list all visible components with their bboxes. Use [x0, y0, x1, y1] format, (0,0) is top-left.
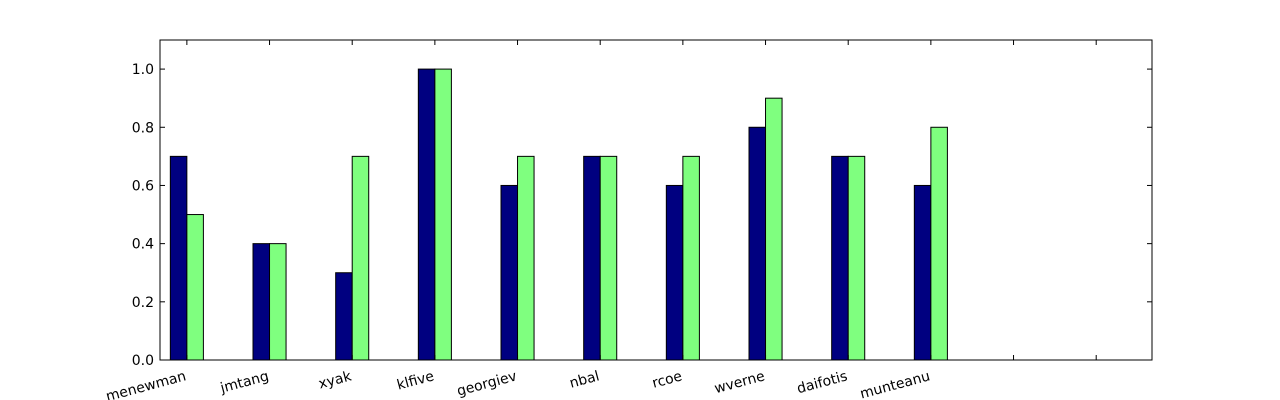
bar-series-2-daifotis: [847, 155, 866, 361]
y-axis-ticks: 0.0 0.2 0.4 0.6 0.8 1.0: [132, 62, 1152, 369]
y-tick-label: 0.8: [132, 120, 154, 136]
y-tick-label: 0.2: [132, 295, 154, 311]
bar-series-2-xyak: [351, 155, 370, 361]
bar-series-1-daifotis: [831, 155, 849, 361]
bar-series-1-klfive: [417, 68, 436, 361]
bar-series-1-nbal: [583, 155, 601, 361]
plot-frame: [159, 39, 1153, 361]
bar-series-2-klfive: [434, 68, 452, 361]
x-tick-label-xyak: xyak: [317, 368, 354, 392]
bar-series-2-jmtang: [269, 243, 287, 361]
bar-series-1-rcoe: [665, 184, 684, 361]
bar-series-1-georgiev: [500, 184, 519, 361]
bar-series-2-wverne: [765, 97, 783, 361]
x-tick-label-menewman: menewman: [104, 368, 188, 400]
x-axis-ticks: [186, 40, 1097, 360]
bars-group: [169, 68, 948, 361]
bar-series-1-munteanu: [913, 184, 932, 361]
y-tick-label: 0.6: [132, 178, 154, 194]
bar-series-1-xyak: [335, 272, 353, 361]
bar-series-2-georgiev: [517, 155, 535, 361]
x-tick-label-nbal: nbal: [568, 368, 601, 391]
x-tick-label-daifotis: daifotis: [795, 368, 849, 397]
x-axis-labels: menewman jmtang xyak klfive georgiev nbal rcoe…: [104, 368, 932, 400]
bar-series-1-jmtang: [252, 243, 271, 361]
x-tick-label-klfive: klfive: [395, 368, 436, 393]
bar-series-2-menewman: [186, 214, 204, 361]
bar-series-2-nbal: [599, 155, 618, 361]
bar-series-1-menewman: [169, 155, 188, 361]
x-tick-label-jmtang: jmtang: [218, 368, 271, 396]
bar-series-2-rcoe: [682, 155, 700, 361]
x-tick-label-rcoe: rcoe: [650, 368, 683, 391]
bar-series-2-munteanu: [930, 126, 948, 361]
bar-series-1-wverne: [748, 126, 767, 361]
y-tick-label: 0.4: [132, 237, 154, 253]
x-tick-label-wverne: wverne: [713, 368, 767, 397]
y-tick-label: 0.0: [132, 353, 154, 369]
x-tick-label-munteanu: munteanu: [858, 368, 932, 400]
plot-background: [160, 40, 1152, 360]
x-tick-label-georgiev: georgiev: [455, 368, 518, 399]
y-tick-label: 1.0: [132, 62, 154, 78]
